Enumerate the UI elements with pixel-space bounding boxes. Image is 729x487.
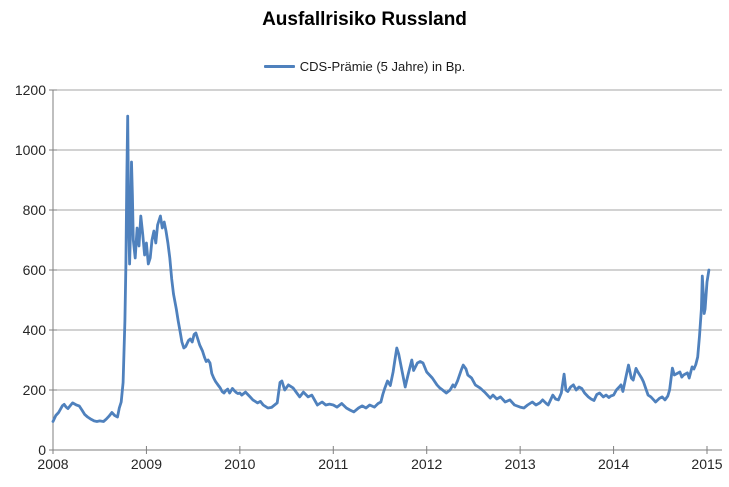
x-tick-label: 2013 bbox=[505, 456, 536, 472]
legend-label: CDS-Prämie (5 Jahre) in Bp. bbox=[299, 59, 466, 74]
y-tick-label: 0 bbox=[38, 442, 46, 458]
y-tick-label: 600 bbox=[23, 262, 47, 278]
cds-premium-line bbox=[51, 114, 711, 423]
legend-entry: CDS-Prämie (5 Jahre) in Bp. bbox=[263, 59, 466, 74]
x-tick-label: 2015 bbox=[691, 456, 722, 472]
y-tick-label: 800 bbox=[23, 202, 47, 218]
y-tick-label: 1000 bbox=[15, 142, 46, 158]
chart-legend: CDS-Prämie (5 Jahre) in Bp. bbox=[0, 56, 729, 74]
x-tick-label: 2009 bbox=[131, 456, 162, 472]
y-tick-label: 400 bbox=[23, 322, 47, 338]
x-tick-label: 2011 bbox=[318, 456, 348, 472]
x-tick-label: 2014 bbox=[598, 456, 629, 472]
x-tick-label: 2010 bbox=[224, 456, 255, 472]
chart-title: Ausfallrisiko Russland bbox=[262, 9, 467, 30]
legend-line-swatch bbox=[263, 65, 295, 68]
x-tick-label: 2012 bbox=[411, 456, 442, 472]
x-tick-label: 2008 bbox=[37, 456, 68, 472]
y-tick-label: 200 bbox=[23, 382, 47, 398]
y-tick-label: 1200 bbox=[15, 82, 46, 98]
